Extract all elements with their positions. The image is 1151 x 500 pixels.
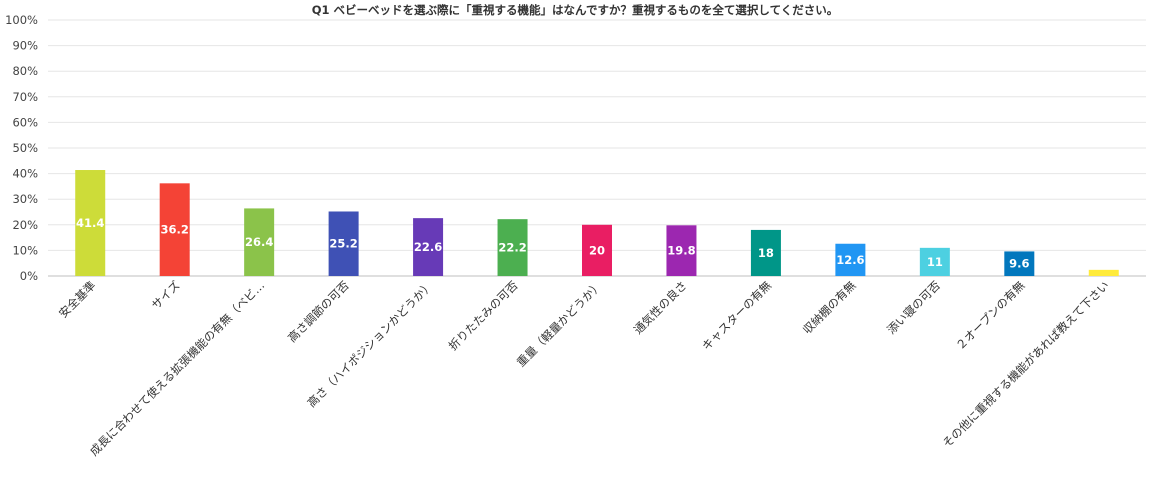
- y-tick-label: 30%: [12, 192, 38, 206]
- x-tick-label: その他に重視する機能があれば教えて下さい: [940, 278, 1112, 450]
- x-tick-label: ２オープンの有無: [953, 278, 1028, 353]
- x-tick-label: 高さ調節の可否: [285, 278, 352, 345]
- y-tick-label: 80%: [12, 64, 38, 78]
- x-tick-label: 重量（軽量かどうか）: [514, 278, 605, 369]
- y-tick-label: 10%: [12, 243, 38, 257]
- data-label: 18: [758, 246, 774, 260]
- bar[interactable]: [666, 225, 697, 276]
- data-label: 9.6: [1009, 257, 1029, 271]
- data-label: 22.2: [498, 241, 526, 255]
- bar[interactable]: [413, 218, 444, 276]
- bar[interactable]: [328, 211, 359, 276]
- y-tick-label: 90%: [12, 39, 38, 53]
- x-tick-label: 折りたたみの可否: [446, 278, 521, 353]
- data-label: 20: [589, 243, 605, 257]
- data-label: 11: [927, 255, 943, 269]
- data-label: 19.8: [667, 244, 695, 258]
- bar[interactable]: [1088, 269, 1119, 276]
- x-tick-label: 成長に合わせて使える拡張機能の有無（ベビ…: [87, 278, 267, 458]
- data-label: 36.2: [161, 223, 189, 237]
- data-label: 41.4: [76, 216, 104, 230]
- y-tick-label: 60%: [12, 115, 38, 129]
- y-tick-label: 0%: [20, 269, 38, 283]
- data-label: 25.2: [329, 237, 357, 251]
- bar[interactable]: [159, 183, 190, 276]
- y-tick-label: 50%: [12, 141, 38, 155]
- y-tick-label: 70%: [12, 90, 38, 104]
- x-tick-label: サイズ: [149, 278, 183, 312]
- x-tick-label: 添い寝の可否: [884, 278, 943, 337]
- bar[interactable]: [1004, 251, 1035, 276]
- x-tick-label: キャスターの有無: [699, 278, 774, 353]
- data-label: 26.4: [245, 235, 273, 249]
- x-tick-label: 通気性の良さ: [631, 278, 690, 337]
- bar[interactable]: [75, 170, 106, 276]
- bar[interactable]: [497, 219, 528, 276]
- y-tick-label: 40%: [12, 167, 38, 181]
- chart-title: Q1 ベビーベッドを選ぶ際に「重視する機能」はなんですか？重視するものを全て選択…: [312, 3, 839, 17]
- bar[interactable]: [244, 208, 275, 276]
- bar[interactable]: [919, 247, 950, 276]
- bar[interactable]: [582, 224, 612, 276]
- bar[interactable]: [835, 243, 866, 276]
- y-tick-label: 100%: [5, 13, 38, 27]
- data-label: 12.6: [836, 253, 864, 267]
- data-label: 22.6: [414, 240, 442, 254]
- bar[interactable]: [750, 229, 781, 276]
- x-tick-label: 収納棚の有無: [800, 278, 859, 337]
- x-tick-label: 安全基準: [56, 278, 98, 320]
- y-tick-label: 20%: [12, 218, 38, 232]
